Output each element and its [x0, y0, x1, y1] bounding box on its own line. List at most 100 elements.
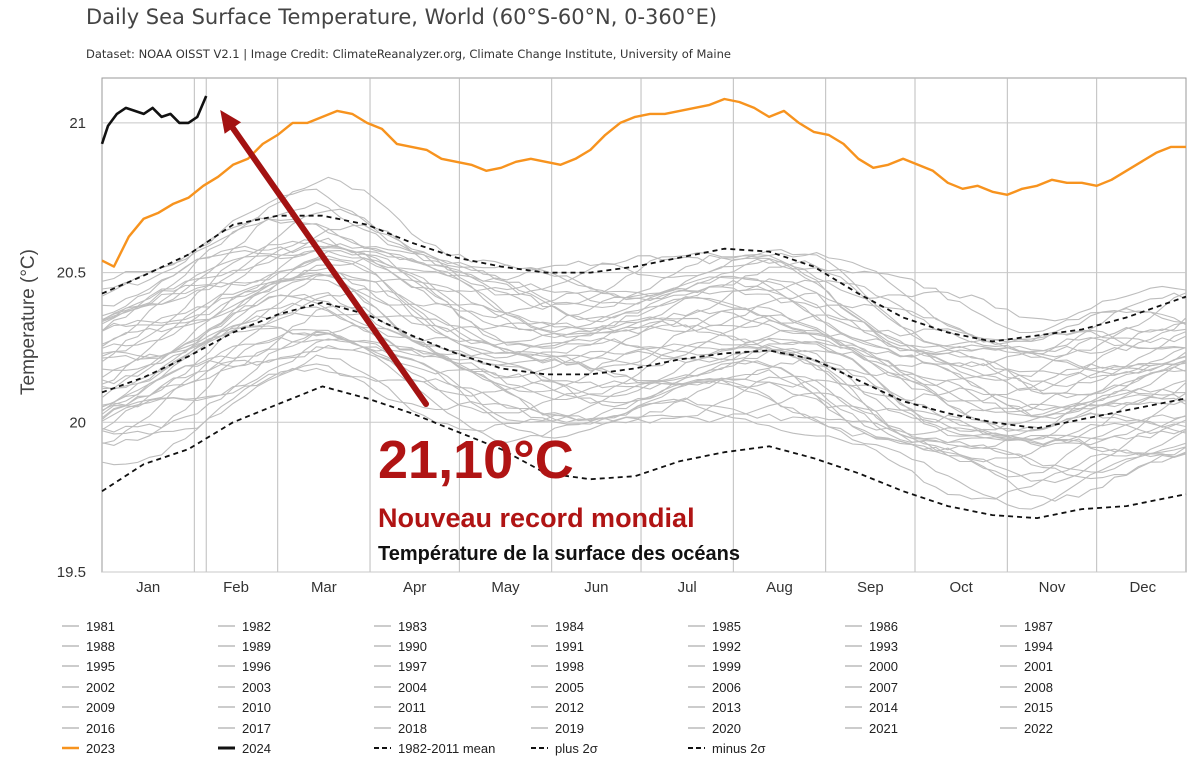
legend-item-1997: 1997	[374, 659, 427, 674]
legend-label: 1989	[242, 639, 271, 654]
legend-item-2017: 2017	[218, 721, 271, 736]
series-line-2019	[101, 243, 1187, 354]
legend-label: 1994	[1024, 639, 1053, 654]
series-line-1981	[101, 367, 1187, 500]
x-tick-label: Jun	[584, 579, 608, 596]
series-line-2024	[100, 95, 208, 145]
legend-label: 1988	[86, 639, 115, 654]
legend-label: 1996	[242, 659, 271, 674]
legend-label: 1992	[712, 639, 741, 654]
legend-item-plus-2-: plus 2σ	[531, 741, 598, 756]
series-line-1982-2011-mean	[101, 301, 1187, 430]
legend-label: plus 2σ	[555, 741, 598, 756]
series-line-1999	[101, 288, 1187, 423]
legend-label: 1998	[555, 659, 584, 674]
series-line-1992	[101, 292, 1187, 440]
legend-item-1991: 1991	[531, 639, 584, 654]
legend-item-2016: 2016	[62, 721, 115, 736]
historical-year-lines	[101, 176, 1187, 510]
x-tick-label: Sep	[857, 579, 884, 596]
arrow-head	[220, 109, 242, 134]
legend-label: 1993	[869, 639, 898, 654]
legend-item-2013: 2013	[688, 700, 741, 715]
legend-item-2023: 2023	[62, 741, 115, 756]
legend-label: 2006	[712, 680, 741, 695]
legend-label: 1984	[555, 619, 584, 634]
legend-item-1985: 1985	[688, 619, 741, 634]
legend-label: 1987	[1024, 619, 1053, 634]
legend-label: 2012	[555, 700, 584, 715]
legend: 1981 1982 1983 1984 1985 1986 1987 1988 1989 1990…	[62, 619, 1053, 756]
legend-item-2019: 2019	[531, 721, 584, 736]
series-line-2016	[101, 202, 1187, 343]
legend-label: 1990	[398, 639, 427, 654]
legend-item-2021: 2021	[845, 721, 898, 736]
legend-item-2004: 2004	[374, 680, 427, 695]
legend-item-2003: 2003	[218, 680, 271, 695]
legend-item-2007: 2007	[845, 680, 898, 695]
legend-item-2012: 2012	[531, 700, 584, 715]
legend-item-2018: 2018	[374, 721, 427, 736]
legend-item-1983: 1983	[374, 619, 427, 634]
legend-item-1996: 1996	[218, 659, 271, 674]
legend-item-2011: 2011	[374, 700, 426, 715]
y-tick-label: 20.5	[57, 265, 86, 282]
legend-label: 2010	[242, 700, 271, 715]
x-tick-label: Apr	[403, 579, 426, 596]
legend-label: 1991	[555, 639, 584, 654]
legend-item-2024: 2024	[218, 741, 271, 756]
legend-label: 1995	[86, 659, 115, 674]
legend-item-1998: 1998	[531, 659, 584, 674]
legend-item-1986: 1986	[845, 619, 898, 634]
series-line-1982	[101, 363, 1187, 510]
series-line-2010	[101, 239, 1187, 367]
x-tick-label: May	[491, 579, 520, 596]
legend-label: 1981	[86, 619, 115, 634]
legend-item-2015: 2015	[1000, 700, 1053, 715]
arrow-shaft	[229, 124, 429, 407]
legend-label: 2020	[712, 721, 741, 736]
chart-title: Daily Sea Surface Temperature, World (60…	[86, 5, 717, 29]
x-tick-label: Mar	[311, 579, 337, 596]
y-axis-label: Temperature (°C)	[18, 249, 39, 395]
series-line-1987	[101, 330, 1187, 478]
legend-label: 2002	[86, 680, 115, 695]
legend-item-minus-2-: minus 2σ	[688, 741, 766, 756]
series-line-2018	[101, 224, 1187, 358]
record-headline: Nouveau record mondial	[378, 503, 695, 533]
legend-label: 1999	[712, 659, 741, 674]
legend-label: 2017	[242, 721, 271, 736]
legend-label: 2018	[398, 721, 427, 736]
y-tick-label: 20	[69, 414, 86, 431]
series-line-2023	[101, 97, 1186, 268]
legend-label: 2019	[555, 721, 584, 736]
series-lines	[100, 95, 1187, 519]
legend-item-2000: 2000	[845, 659, 898, 674]
x-ticks: Jan Feb Mar Apr May Jun Jul Aug Sep Oct Nov Dec	[136, 579, 1157, 596]
series-line-1997	[101, 273, 1187, 420]
legend-label: 2024	[242, 741, 271, 756]
legend-item-1995: 1995	[62, 659, 115, 674]
legend-item-1987: 1987	[1000, 619, 1053, 634]
chart-subtitle: Dataset: NOAA OISST V2.1 | Image Credit:…	[86, 47, 731, 61]
series-line-2017	[101, 208, 1187, 355]
x-tick-label: Feb	[223, 579, 249, 596]
legend-item-1992: 1992	[688, 639, 741, 654]
legend-label: minus 2σ	[712, 741, 766, 756]
series-line-2009	[101, 247, 1187, 375]
legend-item-2022: 2022	[1000, 721, 1053, 736]
grid	[101, 77, 1187, 573]
x-tick-label: Jul	[678, 579, 697, 596]
legend-label: 1985	[712, 619, 741, 634]
series-line-1984	[101, 344, 1187, 480]
legend-item-2006: 2006	[688, 680, 741, 695]
legend-label: 2023	[86, 741, 115, 756]
series-line-1998	[101, 272, 1187, 411]
x-tick-label: Oct	[949, 579, 973, 596]
legend-item-1988: 1988	[62, 639, 115, 654]
series-line-minus-2-	[101, 385, 1187, 519]
record-caption: Température de la surface des océans	[378, 543, 740, 565]
legend-item-1989: 1989	[218, 639, 271, 654]
series-line-plus-2-	[101, 214, 1187, 343]
